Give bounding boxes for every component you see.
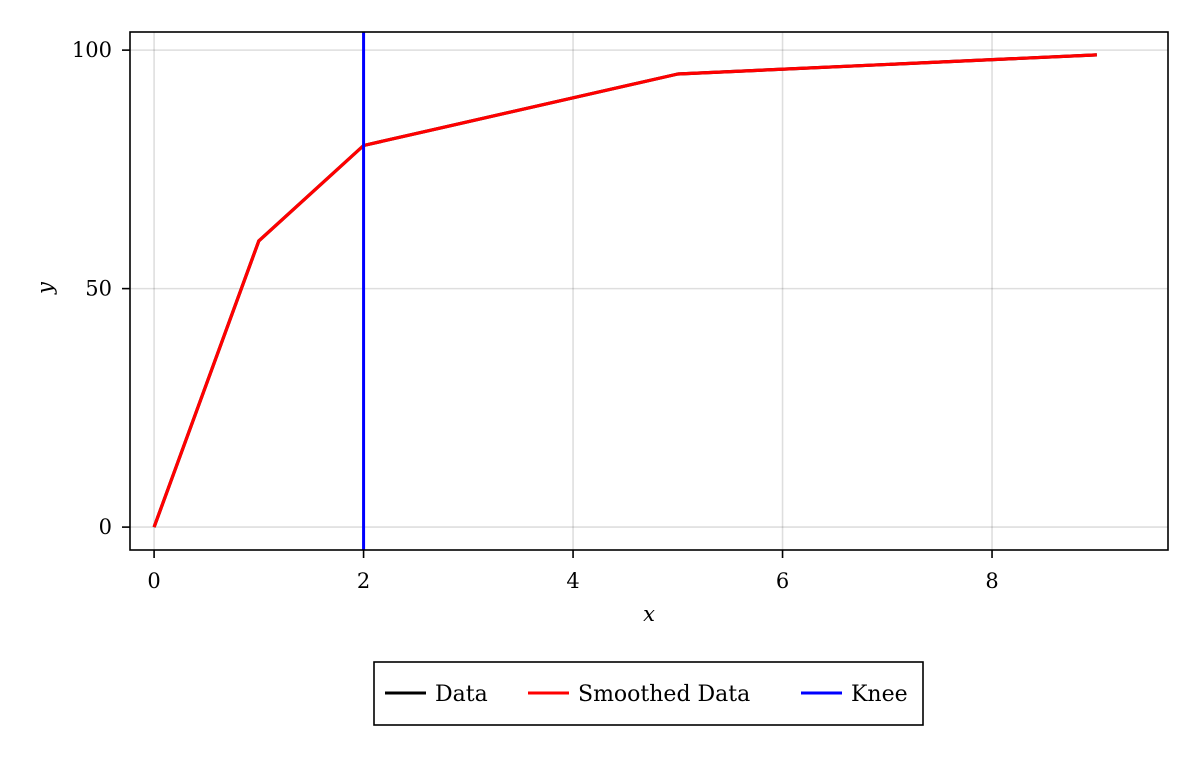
x-tick-label-1: 2	[357, 569, 370, 593]
ticks: 0 2 4 6 8 0 50 100	[72, 38, 999, 593]
legend-label-smoothed-data: Smoothed Data	[578, 682, 750, 707]
plot-lines	[152, 32, 1097, 550]
legend-label-data: Data	[435, 682, 488, 707]
grid	[130, 32, 1168, 550]
series-line-smoothed-data	[152, 53, 1097, 528]
y-axis-label: y	[33, 281, 57, 295]
x-tick-label-0: 0	[147, 569, 160, 593]
legend: Data Smoothed Data Knee	[373, 661, 924, 726]
series-line-data	[152, 53, 1097, 528]
plot-frame	[129, 31, 1169, 551]
y-tick-label-1: 50	[85, 277, 112, 301]
x-tick-label-2: 4	[566, 569, 579, 593]
x-tick-label-3: 6	[776, 569, 789, 593]
legend-label-knee: Knee	[851, 682, 908, 707]
y-tick-label-0: 0	[99, 515, 112, 539]
x-tick-label-4: 8	[985, 569, 998, 593]
y-tick-label-2: 100	[72, 38, 112, 62]
x-axis-label: x	[643, 602, 655, 626]
